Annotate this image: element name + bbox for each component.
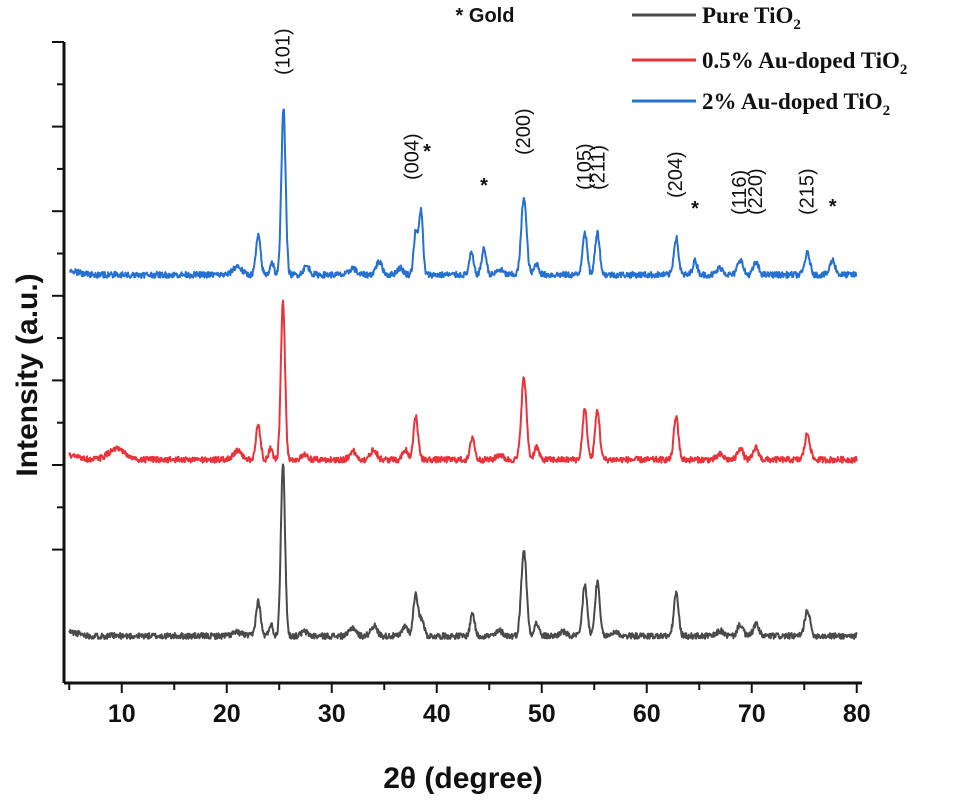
x-tick-label: 60	[633, 700, 661, 728]
series-line-1	[68, 299, 858, 464]
legend-label-pure-main: Pure TiO	[702, 3, 793, 28]
series-line-2	[68, 108, 858, 279]
x-axis-ticks: 10 20 30 40 50 60 70 80	[68, 683, 871, 728]
x-tick-label: 30	[318, 700, 346, 728]
legend-label-pure-sub: 2	[793, 17, 801, 33]
series-layer	[68, 108, 858, 640]
legend-label-05au: 0.5% Au-doped TiO2	[702, 48, 907, 78]
peak-label: (116)	[729, 170, 751, 215]
peak-annotations: (101) (004) (200) (105)(211) (204) (116)(220)…	[272, 28, 836, 220]
x-tick-label: 70	[738, 700, 766, 728]
legend: Pure TiO2 0.5% Au-doped TiO2 2% Au-doped…	[632, 3, 907, 119]
peak-label: (204)	[665, 151, 687, 198]
plot-frame	[62, 42, 862, 685]
legend-label-pure: Pure TiO2	[702, 3, 801, 33]
legend-label-2au: 2% Au-doped TiO2	[702, 89, 890, 119]
gold-marker-note: * Gold	[456, 5, 515, 27]
gold-star-marker: *	[829, 196, 837, 218]
legend-item-05au: 0.5% Au-doped TiO2	[632, 48, 907, 78]
x-tick-label: 50	[528, 700, 556, 728]
peak-label: (215)	[796, 168, 818, 215]
y-axis-title: Intensity (a.u.)	[11, 273, 44, 476]
x-tick-label: 20	[213, 700, 241, 728]
y-axis-ticks	[52, 41, 64, 551]
peak-label: (220)	[745, 168, 767, 215]
peak-label: (200)	[513, 108, 535, 155]
legend-item-pure: Pure TiO2	[632, 3, 801, 33]
peak-label: (101)	[272, 28, 294, 75]
legend-item-2au: 2% Au-doped TiO2	[632, 89, 890, 119]
gold-star-marker: *	[480, 175, 488, 197]
x-tick-label: 10	[108, 700, 136, 728]
gold-star-marker: *	[691, 198, 699, 220]
legend-label-05au-main: 0.5% Au-doped TiO	[702, 48, 900, 73]
x-axis-title: 2θ (degree)	[383, 762, 543, 795]
legend-label-2au-sub: 2	[883, 103, 891, 119]
legend-label-05au-sub: 2	[900, 62, 908, 78]
peak-label: (004)	[402, 133, 424, 180]
series-line-0	[68, 463, 858, 640]
legend-label-2au-main: 2% Au-doped TiO	[702, 89, 883, 114]
peak-label: (105)	[574, 143, 596, 190]
gold-star-marker: *	[423, 141, 431, 163]
x-tick-label: 80	[843, 700, 871, 728]
x-tick-label: 40	[423, 700, 451, 728]
peak-label: (211)	[588, 145, 610, 190]
